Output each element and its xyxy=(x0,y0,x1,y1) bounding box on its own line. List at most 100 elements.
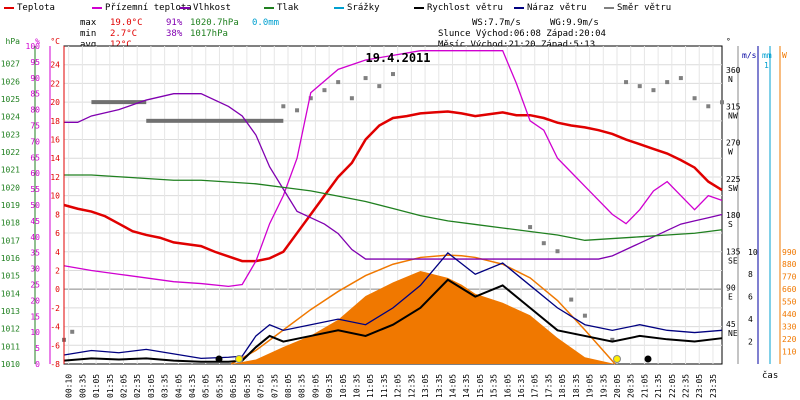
pressure-tick-label: 1015 xyxy=(1,272,20,281)
direction-tick-label: 45 xyxy=(726,320,736,329)
temperature-tick-label: 12 xyxy=(50,173,60,182)
pressure-tick-label: 1019 xyxy=(1,201,20,210)
series-line-0 xyxy=(63,110,723,263)
x-tick-label: 18:05 xyxy=(558,374,567,398)
x-tick-label: 19:35 xyxy=(599,374,608,398)
pressure-tick-label: 1010 xyxy=(1,360,20,369)
legend-swatch xyxy=(514,6,524,9)
direction-tick-label: 315 xyxy=(726,102,741,111)
x-tick-label: 22:35 xyxy=(682,374,691,398)
x-tick-label: 18:35 xyxy=(572,374,581,398)
wind-direction-point xyxy=(281,104,286,109)
temperature-tick-label: 4 xyxy=(55,248,60,257)
wind-direction-point xyxy=(336,80,341,85)
x-tick-label: 00:35 xyxy=(78,374,87,398)
solar-tick-label: 220 xyxy=(782,335,797,344)
axes: 00:10 00:35 01:05 01:35 02:05 02:35 03:05 03:35… xyxy=(1,37,797,398)
temperature-tick-label: 14 xyxy=(50,154,60,163)
moon-dark-icon xyxy=(215,355,223,363)
wind-direction-point xyxy=(678,76,683,81)
temperature-tick-label: 18 xyxy=(50,117,60,126)
humidity-tick-label: 100 xyxy=(26,42,41,51)
x-tick-label: 09:35 xyxy=(325,374,334,398)
pressure-tick-label: 1014 xyxy=(1,289,20,298)
wind-direction-point xyxy=(555,249,560,254)
rain-tick-label: 1 xyxy=(764,61,769,70)
series-line-3 xyxy=(64,174,723,241)
temperature-tick-label: 2 xyxy=(55,266,60,275)
wind-direction-point xyxy=(692,96,697,101)
series-line-4 xyxy=(63,278,723,363)
humidity-tick-label: 20 xyxy=(30,296,40,305)
humidity-axis-unit: % xyxy=(35,37,40,46)
series-line-1 xyxy=(63,50,723,288)
wind-direction-point xyxy=(391,72,395,77)
pressure-tick-label: 1026 xyxy=(1,77,20,86)
direction-tick-label: W xyxy=(728,148,733,157)
humidity-tick-label: 70 xyxy=(30,137,40,146)
x-tick-label: 17:35 xyxy=(544,374,553,398)
legend-swatch xyxy=(264,6,274,9)
x-tick-label: 14:35 xyxy=(462,374,471,398)
temperature-tick-label: 0 xyxy=(55,285,60,294)
gray-blocks xyxy=(91,100,284,123)
pressure-tick-label: 1012 xyxy=(1,325,20,334)
x-tick-label: 03:35 xyxy=(161,374,170,398)
legend-swatch xyxy=(604,6,614,9)
temperature-tick-label: 20 xyxy=(50,98,60,107)
x-tick-label: 02:35 xyxy=(133,374,142,398)
humidity-tick-label: 60 xyxy=(30,169,40,178)
legend-ground-temperature: Přízemní teplota xyxy=(92,3,192,13)
sun-rise-icon xyxy=(235,355,243,363)
wind-direction-point xyxy=(582,313,587,318)
humidity-tick-label: 90 xyxy=(30,74,40,83)
wind-tick-label: 2 xyxy=(748,338,753,347)
pressure-tick-label: 1017 xyxy=(1,236,20,245)
x-tick-label: 23:35 xyxy=(709,374,718,398)
direction-tick-label: N xyxy=(728,75,733,84)
humidity-tick-label: 15 xyxy=(30,312,40,321)
pressure-tick-label: 1024 xyxy=(1,113,20,122)
solar-tick-label: 770 xyxy=(782,273,797,282)
x-tick-label: 10:05 xyxy=(339,374,348,398)
x-tick-label: 12:35 xyxy=(407,374,416,398)
humidity-tick-label: 45 xyxy=(30,217,40,226)
x-tick-label: 15:05 xyxy=(476,374,485,398)
x-tick-label: 08:05 xyxy=(284,374,293,398)
solar-radiation-area xyxy=(231,271,616,364)
x-tick-label: 15:35 xyxy=(490,374,499,398)
gray-block-bar xyxy=(91,100,147,105)
direction-tick-label: SE xyxy=(728,256,738,265)
pressure-axis-unit: hPa xyxy=(6,37,21,46)
pressure-tick-label: 1018 xyxy=(1,219,20,228)
temperature-tick-label: 8 xyxy=(55,210,60,219)
wind-direction-point xyxy=(377,84,382,89)
temperature-tick-label: -2 xyxy=(50,304,60,313)
wind-direction-layer xyxy=(62,72,724,342)
solar-tick-label: 550 xyxy=(782,298,797,307)
x-tick-label: 04:35 xyxy=(188,374,197,398)
pressure-tick-label: 1023 xyxy=(1,130,20,139)
solar-theoretical-curve xyxy=(230,254,616,365)
pressure-tick-label: 1022 xyxy=(1,148,20,157)
wind-tick-label: 10 xyxy=(748,248,758,257)
legend-humidity: Vlhkost xyxy=(180,3,231,13)
x-tick-label: 01:05 xyxy=(92,374,101,398)
legend-rain: Srážky xyxy=(334,3,380,13)
legend-temperature: Teplota xyxy=(4,3,55,13)
solar-tick-label: 660 xyxy=(782,285,797,294)
pressure-tick-label: 1021 xyxy=(1,166,20,175)
pressure-tick-label: 1025 xyxy=(1,95,20,104)
humidity-tick-label: 50 xyxy=(30,201,40,210)
temperature-tick-label: 6 xyxy=(55,229,60,238)
chart-title: 19.4.2011 xyxy=(365,51,430,65)
wind-direction-point xyxy=(528,225,533,230)
x-tick-label: 07:35 xyxy=(270,374,279,398)
x-tick-label: 19:05 xyxy=(586,374,595,398)
wind-direction-point xyxy=(295,108,300,113)
legend-swatch xyxy=(4,6,14,9)
x-tick-label: 09:05 xyxy=(311,374,320,398)
solar-tick-label: 110 xyxy=(782,348,797,357)
direction-tick-label: S xyxy=(728,220,733,229)
